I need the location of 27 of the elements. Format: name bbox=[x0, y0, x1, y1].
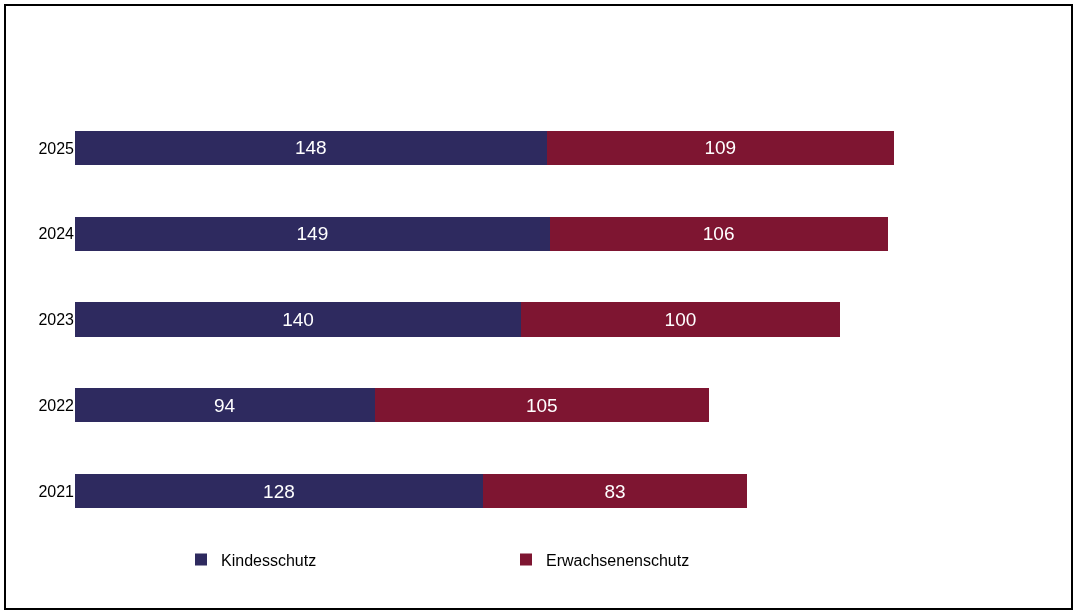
bar bbox=[521, 302, 840, 337]
bar bbox=[549, 216, 888, 251]
data-label: 94 bbox=[213, 394, 236, 416]
data-label: 105 bbox=[525, 394, 558, 416]
data-label: 109 bbox=[704, 137, 737, 159]
data-label: 128 bbox=[263, 480, 295, 502]
data-label: 148 bbox=[294, 137, 327, 159]
bar bbox=[75, 388, 375, 423]
y-tick-label: 2025 bbox=[38, 139, 75, 157]
bar bbox=[482, 473, 748, 509]
bar bbox=[75, 473, 483, 509]
data-label: 140 bbox=[282, 309, 314, 330]
bar bbox=[546, 130, 894, 166]
data-label: 106 bbox=[702, 223, 735, 245]
data-label: 149 bbox=[296, 223, 329, 245]
bar bbox=[75, 302, 522, 337]
y-tick-label: 2021 bbox=[38, 482, 75, 500]
y-tick-label: 2022 bbox=[38, 396, 75, 414]
bar bbox=[75, 216, 550, 251]
bar bbox=[75, 130, 547, 166]
legend-label: Erwachsenenschutz bbox=[546, 551, 690, 569]
y-tick-label: 2023 bbox=[38, 311, 75, 329]
data-label: 83 bbox=[604, 480, 626, 502]
legend-label: Kindesschutz bbox=[221, 551, 317, 569]
bar bbox=[374, 388, 710, 423]
y-tick-label: 2024 bbox=[38, 225, 75, 243]
data-label: 100 bbox=[664, 309, 697, 330]
